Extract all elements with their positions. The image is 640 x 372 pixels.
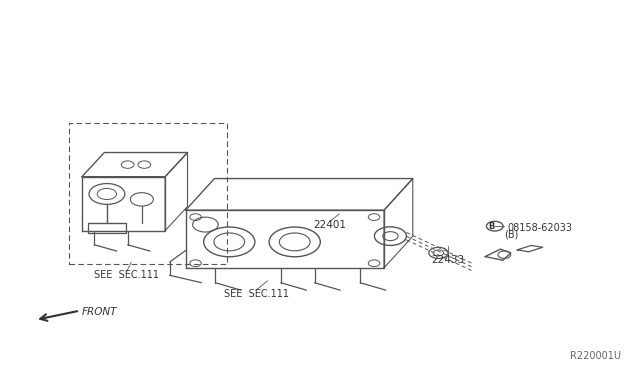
- Text: 22401: 22401: [313, 220, 346, 230]
- Text: R220001U: R220001U: [570, 351, 621, 361]
- Text: SEE  SEC.111: SEE SEC.111: [223, 289, 289, 299]
- Text: 08158-62033: 08158-62033: [507, 223, 572, 232]
- Text: (B): (B): [504, 230, 518, 239]
- Text: B: B: [488, 222, 495, 231]
- Text: SEE  SEC.111: SEE SEC.111: [94, 270, 159, 280]
- Text: 22433: 22433: [431, 256, 465, 265]
- Text: FRONT: FRONT: [82, 307, 117, 317]
